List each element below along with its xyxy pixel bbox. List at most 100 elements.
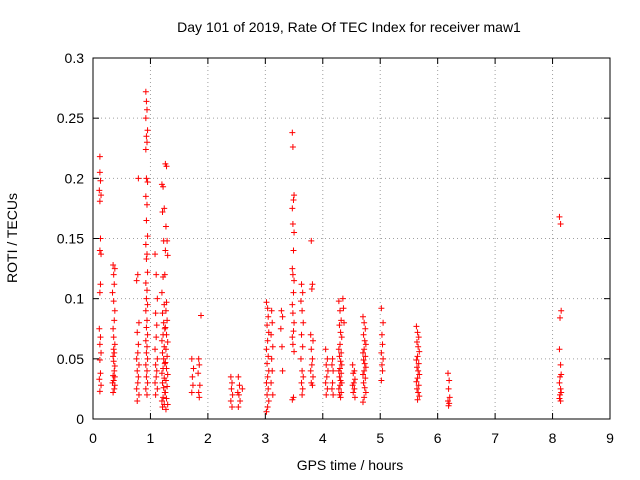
x-tick-label: 2 [204, 430, 212, 446]
data-point [143, 343, 150, 350]
data-point [378, 361, 385, 368]
data-point [152, 379, 159, 386]
data-point [135, 319, 142, 326]
data-point [289, 129, 296, 136]
data-point [98, 382, 105, 389]
data-point [349, 382, 356, 389]
data-point [299, 391, 306, 398]
data-point [362, 375, 369, 382]
data-point [307, 367, 314, 374]
x-tick-label: 6 [434, 430, 442, 446]
data-point [235, 391, 242, 398]
data-point [278, 307, 285, 314]
data-point [557, 397, 564, 404]
data-point [336, 353, 343, 360]
data-point [111, 367, 118, 374]
data-point [163, 299, 170, 306]
data-point [323, 361, 330, 368]
data-point [414, 353, 421, 360]
data-point [380, 319, 387, 326]
data-point [556, 346, 563, 353]
data-point [161, 325, 168, 332]
y-tick-label: 0.1 [65, 291, 85, 307]
data-point [144, 379, 151, 386]
data-point [160, 355, 167, 362]
data-point [414, 375, 421, 382]
data-point [324, 355, 331, 362]
data-point [289, 271, 296, 278]
data-point [143, 287, 150, 294]
data-point [350, 370, 357, 377]
data-point [309, 355, 316, 362]
data-point [378, 331, 385, 338]
data-point [337, 394, 344, 401]
data-point [164, 252, 171, 259]
data-point [109, 289, 116, 296]
data-point [143, 201, 150, 208]
data-point [289, 301, 296, 308]
data-point [263, 299, 270, 306]
data-point [263, 408, 270, 415]
data-point [298, 379, 305, 386]
data-point [160, 183, 167, 190]
data-point [308, 361, 315, 368]
data-point [111, 349, 118, 356]
data-point [307, 331, 314, 338]
data-point [359, 349, 366, 356]
data-point [416, 393, 423, 400]
data-point [142, 280, 149, 287]
data-point [143, 317, 150, 324]
data-point [338, 349, 345, 356]
data-point [111, 307, 118, 314]
data-point [268, 307, 275, 314]
data-point [359, 399, 366, 406]
data-point [110, 261, 117, 268]
data-point [269, 391, 276, 398]
data-point [336, 373, 343, 380]
data-point [239, 385, 246, 392]
data-point [110, 353, 117, 360]
data-point [379, 367, 386, 374]
data-point [110, 346, 117, 353]
data-point [162, 346, 169, 353]
data-point [269, 367, 276, 374]
data-point [556, 379, 563, 386]
data-point [290, 289, 297, 296]
data-point [337, 329, 344, 336]
data-point [310, 337, 317, 344]
data-point [415, 389, 422, 396]
data-point [557, 221, 564, 228]
data-point [162, 324, 169, 331]
x-tick-label: 3 [261, 430, 269, 446]
y-tick-label: 0.2 [65, 170, 85, 186]
data-point [162, 406, 169, 413]
data-point [264, 305, 271, 312]
data-point [361, 319, 368, 326]
data-point [557, 385, 564, 392]
data-point [96, 247, 103, 254]
data-point [349, 361, 356, 368]
data-point [97, 177, 104, 184]
data-point [96, 187, 103, 194]
data-point [98, 192, 105, 199]
data-point [143, 324, 150, 331]
data-point [330, 391, 337, 398]
data-point [291, 319, 298, 326]
data-point [152, 361, 159, 368]
data-point [557, 361, 564, 368]
data-point [195, 389, 202, 396]
data-point [144, 269, 151, 276]
data-point [162, 389, 169, 396]
data-point [96, 153, 103, 160]
data-point [142, 241, 149, 248]
data-point [299, 367, 306, 374]
data-point [322, 346, 329, 353]
data-point [299, 385, 306, 392]
data-point [158, 397, 165, 404]
data-point [143, 295, 150, 302]
data-point [227, 397, 234, 404]
data-point [237, 397, 244, 404]
data-point [143, 175, 150, 182]
data-point [190, 365, 197, 372]
